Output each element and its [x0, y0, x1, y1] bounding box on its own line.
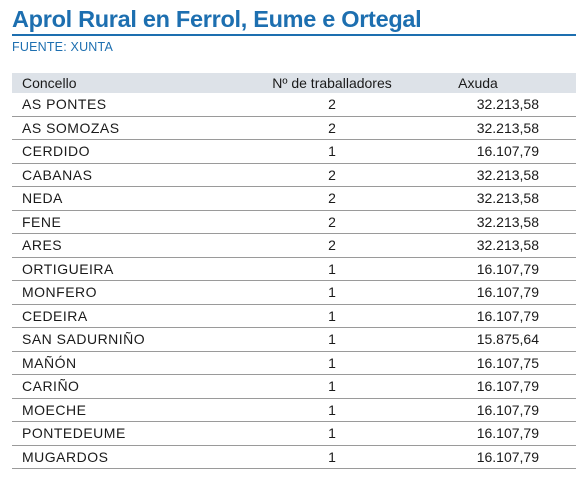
cell-traballadores: 1 — [328, 425, 336, 441]
table-row: AS SOMOZAS 2 32.213,58 — [12, 117, 576, 140]
table-row: CARIÑO 1 16.107,79 — [12, 375, 576, 399]
cell-traballadores: 2 — [328, 119, 336, 136]
cell-axuda: 16.107,75 — [476, 354, 539, 371]
source-label: FUENTE: XUNTA — [12, 40, 113, 54]
table-body: AS PONTES 2 32.213,58 AS SOMOZAS 2 32.213,58 C… — [12, 93, 576, 469]
cell-axuda: 16.107,79 — [476, 260, 539, 277]
cell-traballadores: 1 — [328, 307, 336, 324]
cell-axuda: 32.213,58 — [476, 237, 539, 253]
table-header: Concello Nº de traballadores Axuda — [12, 73, 576, 93]
cell-concello: AS SOMOZAS — [22, 119, 120, 136]
cell-axuda: 32.213,58 — [476, 166, 539, 183]
table-row: CABANAS 2 32.213,58 — [12, 164, 576, 187]
cell-axuda: 32.213,58 — [476, 190, 539, 206]
table-row: AS PONTES 2 32.213,58 — [12, 93, 576, 117]
table-row: CEDEIRA 1 16.107,79 — [12, 305, 576, 328]
cell-concello: NEDA — [22, 190, 63, 206]
header-concello: Concello — [22, 75, 77, 91]
cell-concello: FENE — [22, 213, 62, 230]
cell-traballadores: 1 — [328, 354, 336, 371]
cell-concello: CERDIDO — [22, 143, 91, 159]
cell-concello: CEDEIRA — [22, 307, 88, 324]
cell-concello: SAN SADURNIÑO — [22, 331, 146, 347]
cell-concello: CARIÑO — [22, 378, 80, 394]
cell-concello: MONFERO — [22, 284, 98, 300]
cell-traballadores: 2 — [328, 190, 336, 206]
header-traballadores: Nº de traballadores — [272, 75, 392, 91]
cell-axuda: 16.107,79 — [476, 448, 539, 465]
table-row: NEDA 2 32.213,58 — [12, 187, 576, 211]
table-row: SAN SADURNIÑO 1 15.875,64 — [12, 328, 576, 352]
cell-concello: MOECHE — [22, 401, 87, 418]
cell-concello: MUGARDOS — [22, 448, 109, 465]
cell-traballadores: 1 — [328, 331, 336, 347]
cell-axuda: 16.107,79 — [476, 425, 539, 441]
table-row: MOECHE 1 16.107,79 — [12, 399, 576, 422]
cell-traballadores: 1 — [328, 448, 336, 465]
data-table: Concello Nº de traballadores Axuda AS PO… — [12, 73, 576, 469]
cell-traballadores: 2 — [328, 96, 336, 112]
cell-axuda: 16.107,79 — [476, 401, 539, 418]
cell-axuda: 32.213,58 — [476, 119, 539, 136]
cell-concello: ORTIGUEIRA — [22, 260, 114, 277]
cell-axuda: 15.875,64 — [476, 331, 539, 347]
table-row: ARES 2 32.213,58 — [12, 234, 576, 258]
cell-concello: CABANAS — [22, 166, 93, 183]
table-row: MONFERO 1 16.107,79 — [12, 281, 576, 305]
table-row: FENE 2 32.213,58 — [12, 211, 576, 234]
header-axuda: Axuda — [458, 75, 498, 91]
cell-traballadores: 1 — [328, 401, 336, 418]
table-row: CERDIDO 1 16.107,79 — [12, 140, 576, 164]
cell-traballadores: 2 — [328, 237, 336, 253]
cell-axuda: 16.107,79 — [476, 307, 539, 324]
cell-concello: MAÑÓN — [22, 354, 77, 371]
table-row: PONTEDEUME 1 16.107,79 — [12, 422, 576, 446]
table-row: ORTIGUEIRA 1 16.107,79 — [12, 258, 576, 281]
cell-axuda: 16.107,79 — [476, 284, 539, 300]
cell-axuda: 16.107,79 — [476, 378, 539, 394]
cell-axuda: 16.107,79 — [476, 143, 539, 159]
cell-traballadores: 1 — [328, 284, 336, 300]
table-row: MUGARDOS 1 16.107,79 — [12, 446, 576, 469]
cell-traballadores: 1 — [328, 260, 336, 277]
table-row: MAÑÓN 1 16.107,75 — [12, 352, 576, 375]
title-underline — [12, 34, 576, 36]
cell-traballadores: 2 — [328, 166, 336, 183]
cell-traballadores: 1 — [328, 378, 336, 394]
cell-concello: ARES — [22, 237, 63, 253]
cell-traballadores: 1 — [328, 143, 336, 159]
cell-concello: AS PONTES — [22, 96, 107, 112]
cell-axuda: 32.213,58 — [476, 213, 539, 230]
cell-axuda: 32.213,58 — [476, 96, 539, 112]
cell-concello: PONTEDEUME — [22, 425, 126, 441]
cell-traballadores: 2 — [328, 213, 336, 230]
page-title: Aprol Rural en Ferrol, Eume e Ortegal — [12, 6, 422, 32]
